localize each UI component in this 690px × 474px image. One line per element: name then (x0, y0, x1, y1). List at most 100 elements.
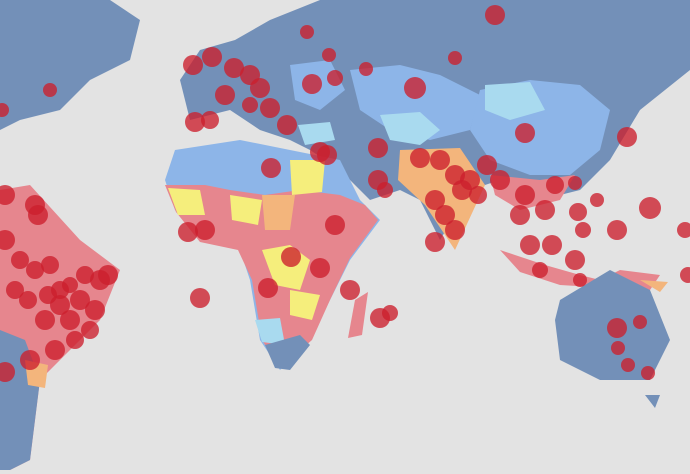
outbreak-marker (185, 112, 205, 132)
outbreak-marker (76, 266, 94, 284)
outbreak-marker (573, 273, 587, 287)
outbreak-marker (490, 170, 510, 190)
outbreak-marker (66, 331, 84, 349)
outbreak-marker (377, 182, 393, 198)
outbreak-marker (317, 145, 337, 165)
outbreak-marker (45, 340, 65, 360)
outbreak-marker (0, 362, 15, 382)
outbreak-marker (445, 220, 465, 240)
timor (640, 280, 668, 292)
outbreak-marker (621, 358, 635, 372)
outbreak-marker (98, 265, 118, 285)
outbreak-marker (11, 251, 29, 269)
outbreak-marker (641, 366, 655, 380)
outbreak-marker (477, 155, 497, 175)
outbreak-marker (435, 205, 455, 225)
outbreak-marker (368, 138, 388, 158)
outbreak-marker (425, 232, 445, 252)
outbreak-marker (0, 103, 9, 117)
outbreak-marker (382, 305, 398, 321)
outbreak-marker (568, 176, 582, 190)
outbreak-marker (242, 97, 258, 113)
west-africa (168, 188, 205, 215)
outbreak-marker (340, 280, 360, 300)
south-asia-north (380, 112, 440, 145)
outbreak-marker (569, 203, 587, 221)
outbreak-marker (39, 286, 57, 304)
outbreak-marker (404, 77, 426, 99)
outbreak-marker (202, 47, 222, 67)
madagascar (348, 292, 368, 338)
outbreak-marker (62, 277, 78, 293)
outbreak-marker (410, 148, 430, 168)
outbreak-marker (607, 220, 627, 240)
outbreak-marker (359, 62, 373, 76)
outbreak-marker (190, 288, 210, 308)
outbreak-marker (35, 310, 55, 330)
north-america (0, 0, 140, 130)
outbreak-marker (302, 74, 322, 94)
outbreak-marker (325, 215, 345, 235)
outbreak-marker (178, 222, 198, 242)
outbreak-marker (322, 48, 336, 62)
outbreak-marker (546, 176, 564, 194)
namibia (255, 318, 285, 345)
outbreak-marker (448, 51, 462, 65)
outbreak-marker (215, 85, 235, 105)
outbreak-marker (430, 150, 450, 170)
outbreak-marker (28, 205, 48, 225)
outbreak-marker (310, 258, 330, 278)
outbreak-marker (639, 197, 661, 219)
outbreak-marker (633, 315, 647, 329)
outbreak-marker (0, 230, 15, 250)
outbreak-marker (261, 158, 281, 178)
outbreak-marker (258, 278, 278, 298)
outbreak-marker (41, 256, 59, 274)
outbreak-marker (6, 281, 24, 299)
outbreak-marker (195, 220, 215, 240)
outbreak-marker (26, 261, 44, 279)
outbreak-marker (19, 291, 37, 309)
outbreak-marker (327, 70, 343, 86)
outbreak-marker (20, 350, 40, 370)
central-africa (262, 195, 295, 230)
outbreak-marker (611, 341, 625, 355)
outbreak-marker (535, 200, 555, 220)
mongolia (485, 82, 545, 120)
outbreak-marker (515, 123, 535, 143)
outbreak-marker (81, 321, 99, 339)
outbreak-marker (469, 186, 487, 204)
tasmania (645, 395, 660, 408)
outbreak-marker (510, 205, 530, 225)
outbreak-marker (485, 5, 505, 25)
outbreak-marker (680, 267, 690, 283)
outbreak-marker (532, 262, 548, 278)
outbreak-marker (300, 25, 314, 39)
turkey (298, 122, 335, 145)
outbreak-marker (250, 78, 270, 98)
outbreak-marker (425, 190, 445, 210)
outbreak-marker (617, 127, 637, 147)
outbreak-marker (515, 185, 535, 205)
outbreak-marker (0, 185, 15, 205)
outbreak-marker (277, 115, 297, 135)
sub-saharan-africa (165, 185, 378, 368)
outbreak-marker (85, 300, 105, 320)
outbreak-marker (183, 55, 203, 75)
outbreak-marker (43, 83, 57, 97)
south-africa (265, 335, 310, 370)
chad (290, 160, 325, 195)
outbreak-marker (70, 290, 90, 310)
outbreak-marker (575, 222, 591, 238)
outbreak-marker (542, 235, 562, 255)
outbreak-markers (0, 5, 690, 382)
outbreak-marker (281, 247, 301, 267)
outbreak-marker (677, 222, 690, 238)
outbreak-marker (201, 111, 219, 129)
outbreak-marker (452, 180, 472, 200)
outbreak-marker (60, 310, 80, 330)
outbreak-marker (260, 98, 280, 118)
outbreak-marker (224, 58, 244, 78)
outbreak-marker (607, 318, 627, 338)
